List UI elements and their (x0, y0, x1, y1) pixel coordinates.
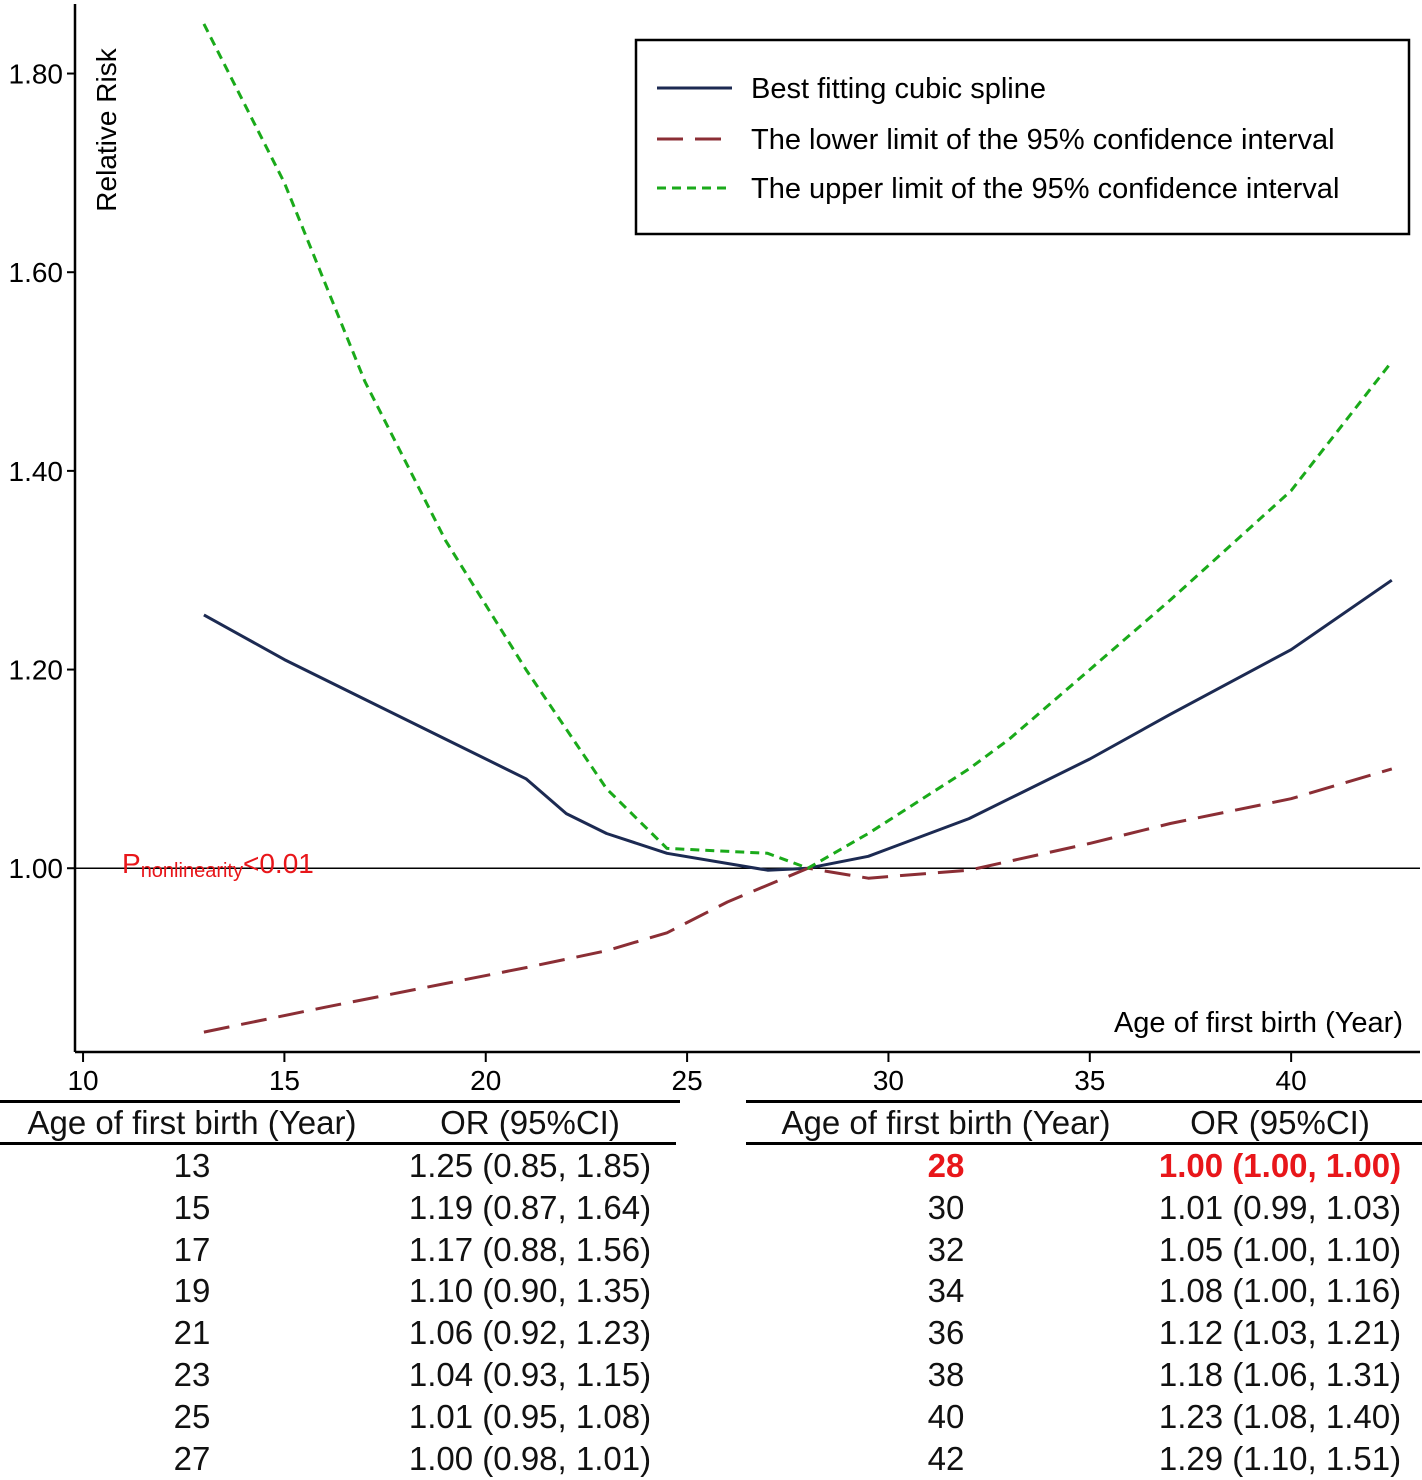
age-cell: 30 (927, 1188, 965, 1226)
table-row: 15 1.19 (0.87, 1.64) (0, 1187, 676, 1229)
table-row-reference: 28 1.00 (1.00, 1.00) (746, 1145, 1422, 1187)
table-row: 21 1.06 (0.92, 1.23) (0, 1312, 676, 1354)
or-cell: 1.01 (0.99, 1.03) (1158, 1188, 1402, 1226)
y-tick-label: 1.80 (9, 59, 64, 90)
table-top-rule (746, 1100, 1422, 1103)
table-row: 42 1.29 (1.10, 1.51) (746, 1438, 1422, 1480)
legend-box (634, 38, 1411, 236)
y-tick-label: 1.00 (9, 853, 64, 884)
table-top-rule (0, 1100, 680, 1103)
table-row: 25 1.01 (0.95, 1.08) (0, 1396, 676, 1438)
table-row: 38 1.18 (1.06, 1.31) (746, 1354, 1422, 1396)
table-row: 40 1.23 (1.08, 1.40) (746, 1396, 1422, 1438)
x-tick-label: 15 (269, 1065, 300, 1096)
p-subscript: nonlinearity (141, 860, 243, 882)
or-cell: 1.04 (0.93, 1.15) (408, 1356, 652, 1393)
legend-label-lower: The lower limit of the 95% confidence in… (751, 124, 1335, 156)
x-tick-label: 25 (672, 1065, 703, 1096)
table-header-or: OR (95%CI) (1190, 1104, 1370, 1141)
table-header-age: Age of first birth (Year) (27, 1104, 357, 1141)
or-cell: 1.25 (0.85, 1.85) (408, 1147, 652, 1184)
or-cell: 1.12 (1.03, 1.21) (1158, 1314, 1402, 1352)
table-header-rule (746, 1142, 1422, 1145)
series-lower-ci (203, 767, 1393, 1034)
series-upper-ci (202, 23, 1393, 870)
age-cell: 19 (173, 1272, 211, 1310)
y-axis-label: Relative Risk (91, 47, 122, 211)
table-header-rule (0, 1142, 676, 1145)
or-cell: 1.23 (1.08, 1.40) (1158, 1397, 1402, 1435)
table-row: 34 1.08 (1.00, 1.16) (746, 1270, 1422, 1312)
spline-chart: 1.00 1.20 1.40 1.60 1.80 10 15 20 25 30 35 40 Rela… (9, 4, 1420, 1096)
x-tick-label: 40 (1276, 1065, 1307, 1096)
or-cell: 1.00 (1.00, 1.00) (1158, 1147, 1402, 1184)
or-cell: 1.01 (0.95, 1.08) (408, 1397, 652, 1435)
age-cell: 40 (927, 1397, 965, 1435)
x-tick-label: 10 (67, 1065, 98, 1096)
age-cell: 23 (173, 1356, 211, 1393)
table-row: 32 1.05 (1.00, 1.10) (746, 1229, 1422, 1271)
legend-label-upper: The upper limit of the 95% confidence in… (751, 173, 1339, 205)
or-cell: 1.29 (1.10, 1.51) (1158, 1439, 1402, 1477)
table-row: 23 1.04 (0.93, 1.15) (0, 1354, 676, 1396)
y-tick-label: 1.60 (9, 257, 64, 288)
table-row: 17 1.17 (0.88, 1.56) (0, 1229, 676, 1271)
or-cell: 1.05 (1.00, 1.10) (1158, 1230, 1402, 1268)
x-tick-label: 20 (470, 1065, 501, 1096)
table-header-age: Age of first birth (Year) (781, 1104, 1111, 1141)
age-cell: 36 (927, 1314, 965, 1352)
table-row: 36 1.12 (1.03, 1.21) (746, 1312, 1422, 1354)
table-header-or: OR (95%CI) (440, 1104, 620, 1141)
y-tick-label: 1.20 (9, 655, 64, 686)
or-cell: 1.19 (0.87, 1.64) (408, 1188, 652, 1226)
age-cell: 25 (173, 1397, 211, 1435)
or-cell: 1.10 (0.90, 1.35) (408, 1272, 652, 1310)
age-cell: 15 (173, 1188, 211, 1226)
legend-label-spline: Best fitting cubic spline (751, 73, 1046, 105)
or-cell: 1.06 (0.92, 1.23) (408, 1314, 652, 1352)
table-row: 30 1.01 (0.99, 1.03) (746, 1187, 1422, 1229)
or-cell: 1.08 (1.00, 1.16) (1158, 1272, 1402, 1310)
x-tick-label: 30 (873, 1065, 904, 1096)
p-threshold: <0.01 (243, 848, 314, 879)
or-table-left: Age of first birth (Year) OR (95%CI) 13 1… (0, 1100, 680, 1480)
or-table-right: Age of first birth (Year) OR (95%CI) 28 1… (746, 1100, 1422, 1479)
x-axis-label: Age of first birth (Year) (1114, 1007, 1403, 1039)
age-cell: 32 (927, 1230, 965, 1268)
or-cell: 1.00 (0.98, 1.01) (408, 1439, 652, 1477)
y-tick-label: 1.40 (9, 456, 64, 487)
p-nonlinearity-annotation: Pnonlinearity<0.01 (122, 848, 314, 882)
or-cell: 1.18 (1.06, 1.31) (1158, 1356, 1402, 1393)
age-cell: 38 (927, 1356, 965, 1393)
age-cell: 28 (927, 1147, 965, 1184)
table-row: 19 1.10 (0.90, 1.35) (0, 1270, 676, 1312)
age-cell: 27 (173, 1439, 211, 1477)
age-cell: 21 (173, 1314, 211, 1352)
age-cell: 42 (927, 1439, 965, 1477)
legend: Best fitting cubic spline The lower limi… (634, 38, 1411, 236)
age-cell: 34 (927, 1272, 965, 1310)
table-row: 27 1.00 (0.98, 1.01) (0, 1438, 676, 1480)
age-cell: 17 (173, 1230, 211, 1268)
age-cell: 13 (173, 1147, 211, 1184)
p-main: P (122, 848, 141, 879)
x-tick-label: 35 (1074, 1065, 1105, 1096)
or-cell: 1.17 (0.88, 1.56) (408, 1230, 652, 1268)
table-row: 13 1.25 (0.85, 1.85) (0, 1145, 676, 1187)
series-best-fit-spline (203, 578, 1393, 872)
